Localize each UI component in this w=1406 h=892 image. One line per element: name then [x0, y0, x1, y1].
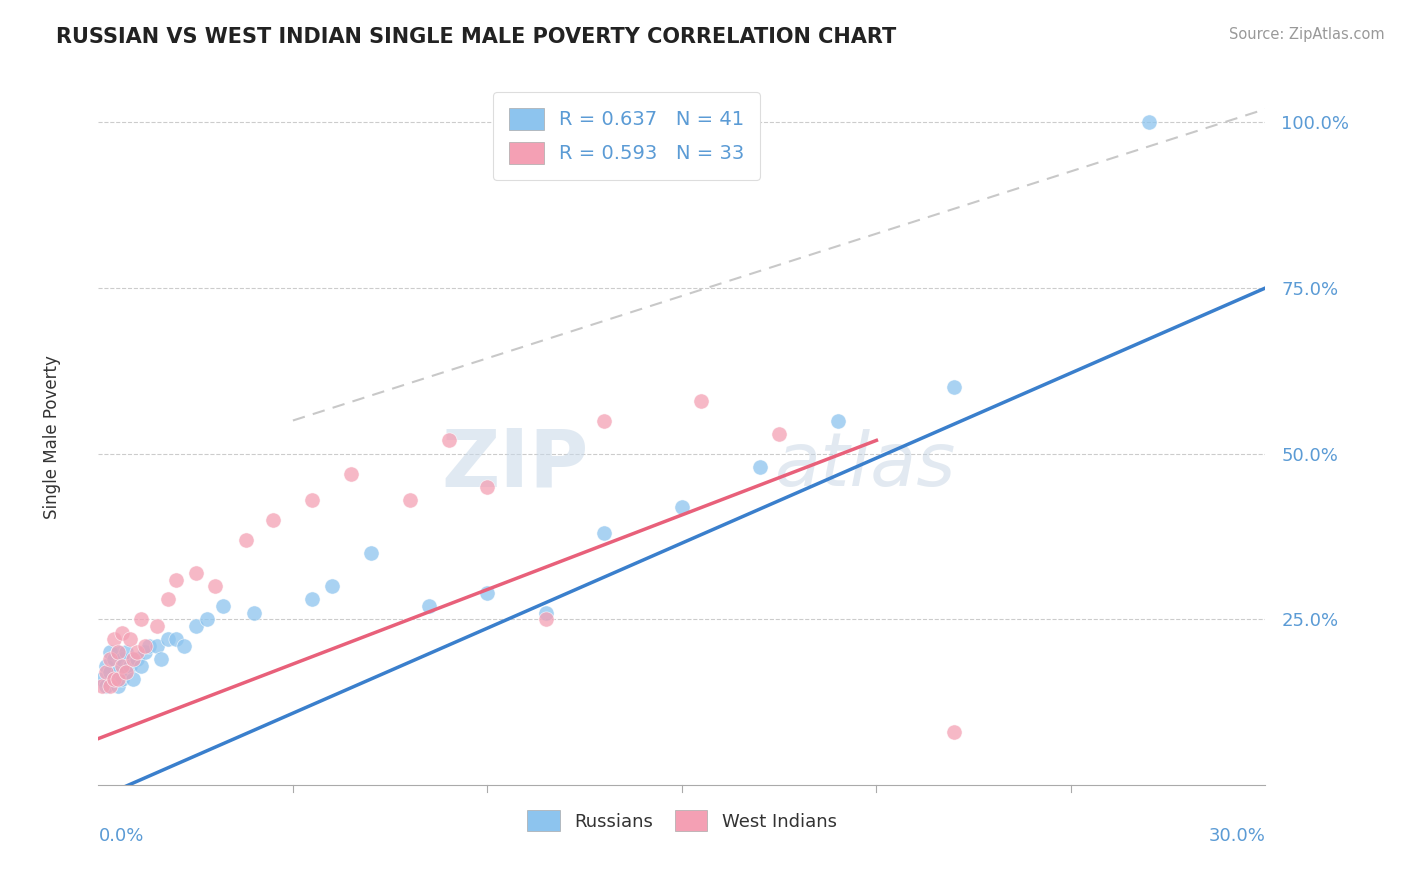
Point [534, 606, 557, 620]
Text: atlas: atlas [775, 429, 956, 501]
Point [118, 658, 141, 673]
Point [96, 679, 118, 693]
Point [103, 652, 125, 666]
Point [107, 665, 129, 680]
Point [98, 652, 121, 666]
Text: 0.0%: 0.0% [98, 827, 143, 845]
Point [235, 533, 257, 547]
Point [204, 579, 226, 593]
Point [943, 725, 966, 739]
Point [157, 632, 180, 647]
Point [748, 459, 770, 474]
Point [138, 639, 160, 653]
Point [146, 639, 169, 653]
Point [827, 413, 849, 427]
Point [165, 632, 187, 647]
Point [98, 665, 121, 680]
Point [107, 672, 129, 686]
Text: Source: ZipAtlas.com: Source: ZipAtlas.com [1229, 27, 1385, 42]
Point [111, 625, 134, 640]
Point [98, 679, 121, 693]
Point [127, 652, 149, 666]
Point [321, 579, 343, 593]
Point [103, 672, 125, 686]
Point [184, 619, 207, 633]
Point [477, 480, 499, 494]
Point [107, 679, 129, 693]
Point [418, 599, 440, 613]
Point [111, 658, 134, 673]
Point [103, 632, 125, 647]
Point [477, 586, 499, 600]
Point [360, 546, 382, 560]
Point [107, 645, 129, 659]
Point [91, 672, 114, 686]
Point [184, 566, 207, 580]
Point [149, 652, 172, 666]
Point [129, 658, 152, 673]
Point [943, 380, 966, 394]
Point [146, 619, 169, 633]
Point [127, 645, 149, 659]
Point [301, 493, 323, 508]
Point [96, 665, 118, 680]
Legend: Russians, West Indians: Russians, West Indians [520, 804, 844, 838]
Point [1137, 115, 1160, 129]
Point [134, 645, 156, 659]
Point [212, 599, 235, 613]
Point [118, 632, 141, 647]
Text: RUSSIAN VS WEST INDIAN SINGLE MALE POVERTY CORRELATION CHART: RUSSIAN VS WEST INDIAN SINGLE MALE POVER… [56, 27, 897, 46]
Point [91, 679, 114, 693]
Point [243, 606, 266, 620]
Point [768, 426, 790, 441]
Point [173, 639, 195, 653]
Point [340, 467, 363, 481]
Point [114, 665, 136, 680]
Text: 30.0%: 30.0% [1209, 827, 1265, 845]
Point [122, 672, 145, 686]
Point [165, 573, 187, 587]
Point [114, 645, 136, 659]
Point [96, 658, 118, 673]
Point [398, 493, 420, 508]
Point [301, 592, 323, 607]
Text: ZIP: ZIP [441, 425, 589, 504]
Point [437, 434, 460, 448]
Point [157, 592, 180, 607]
Point [103, 672, 125, 686]
Point [593, 413, 616, 427]
Point [690, 393, 713, 408]
Point [671, 500, 693, 514]
Point [122, 652, 145, 666]
Point [98, 645, 121, 659]
Text: Single Male Poverty: Single Male Poverty [42, 355, 60, 519]
Point [129, 612, 152, 626]
Point [111, 652, 134, 666]
Point [134, 639, 156, 653]
Point [534, 612, 557, 626]
Point [111, 672, 134, 686]
Point [114, 665, 136, 680]
Point [107, 645, 129, 659]
Point [195, 612, 218, 626]
Point [593, 526, 616, 541]
Point [262, 513, 284, 527]
